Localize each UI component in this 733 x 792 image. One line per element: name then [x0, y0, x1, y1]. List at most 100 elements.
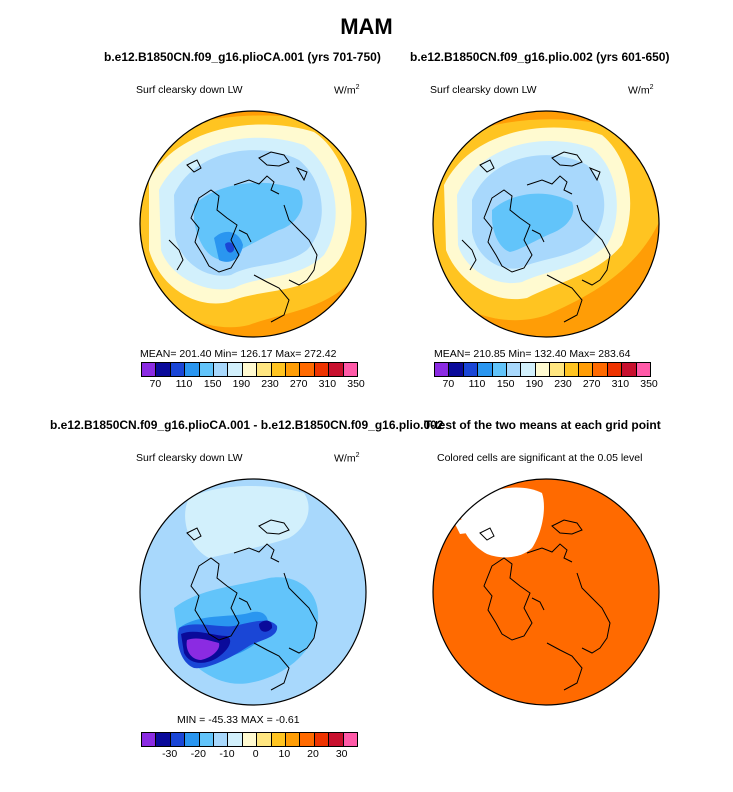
- panel2-stats: MEAN= 210.85 Min= 132.40 Max= 283.64: [434, 348, 631, 360]
- panel2-variable-label: Surf clearsky down LW: [430, 84, 537, 96]
- panel1-darkblue-zone: [225, 242, 235, 253]
- panel1-coastlines: [168, 151, 318, 323]
- panel2-units: W/m2: [628, 84, 654, 97]
- panel2-case-title: b.e12.B1850CN.f09_g16.plio.002 (yrs 601-…: [410, 50, 670, 64]
- colorbar-tick-label: 150: [496, 378, 515, 390]
- figure-title: MAM: [340, 14, 393, 39]
- colorbar-tick-label: 20: [307, 748, 319, 760]
- panel3-purple-zone: [186, 638, 220, 660]
- colorbar-tick-label: 110: [175, 378, 193, 390]
- colorbar-box: [170, 363, 186, 376]
- panel3-coastlines: [186, 519, 318, 691]
- colorbar-tick-label: 230: [261, 378, 279, 390]
- panel1-map-border: [139, 110, 367, 338]
- panel1-units: W/m2: [334, 84, 360, 97]
- colorbar-tick-label: 30: [335, 748, 348, 760]
- colorbar-box: [214, 733, 229, 746]
- colorbar-box: [564, 363, 580, 376]
- colorbar-tick-label: 0: [252, 748, 259, 760]
- panel2-blue-zone: [492, 193, 574, 252]
- colorbar-box: [242, 363, 258, 376]
- panel1-polar-map: [139, 110, 367, 338]
- panel4-coastlines: [479, 519, 611, 691]
- colorbar-tick-label: 230: [554, 378, 572, 390]
- colorbar-box: [170, 733, 186, 746]
- panel3-variable-label: Surf clearsky down LW: [136, 452, 243, 464]
- colorbar-tick-label: 350: [347, 378, 365, 390]
- colorbar-tick-label: -30: [162, 748, 178, 760]
- colorbar-box: [314, 733, 330, 746]
- colorbar-box: [271, 363, 287, 376]
- panel1-colorbar-ticks: 70 110 150 190 230 270 310 350: [141, 378, 364, 392]
- panel4-map-border: [432, 478, 660, 706]
- colorbar-box: [185, 733, 200, 746]
- panel2-coastlines: [461, 151, 611, 323]
- colorbar-box: [314, 363, 330, 376]
- colorbar-box: [300, 363, 315, 376]
- colorbar-tick-label: 150: [203, 378, 222, 390]
- panel3-stats: MIN = -45.33 MAX = -0.61: [177, 714, 300, 726]
- colorbar-box: [199, 363, 215, 376]
- colorbar-tick-label: 70: [442, 378, 455, 390]
- colorbar-box: [228, 733, 243, 746]
- colorbar-box: [286, 363, 301, 376]
- panel2-colorbar-ticks: 70 110 150 190 230 270 310 350: [434, 378, 657, 392]
- colorbar-box: [636, 363, 651, 376]
- colorbar-tick-label: -10: [219, 748, 235, 760]
- colorbar-tick-label: 270: [582, 378, 601, 390]
- panel3-paleblue-zone: [185, 486, 309, 558]
- colorbar-box: [521, 363, 536, 376]
- colorbar-box: [257, 733, 272, 746]
- panel3-polar-map: [139, 478, 367, 706]
- colorbar-box: [343, 363, 358, 376]
- colorbar-box: [535, 363, 551, 376]
- colorbar-box: [242, 733, 258, 746]
- colorbar-box: [478, 363, 493, 376]
- panel1-colorbar: [141, 362, 358, 377]
- panel2-colorbar: [434, 362, 651, 377]
- colorbar-box: [329, 363, 344, 376]
- colorbar-box: [607, 363, 623, 376]
- colorbar-box: [329, 733, 344, 746]
- panel3-units: W/m2: [334, 452, 360, 465]
- colorbar-box: [343, 733, 358, 746]
- colorbar-tick-label: 190: [525, 378, 544, 390]
- panel1-stats: MEAN= 201.40 Min= 126.17 Max= 272.42: [140, 348, 337, 360]
- panel2-polar-map: [432, 110, 660, 338]
- colorbar-box: [156, 733, 171, 746]
- panel3-navy-spot: [259, 620, 273, 632]
- panel3-case-title: b.e12.B1850CN.f09_g16.plioCA.001 - b.e12…: [50, 418, 444, 432]
- panel1-colorbar-boxes: [142, 363, 358, 376]
- colorbar-box: [156, 363, 171, 376]
- colorbar-tick-label: -20: [190, 748, 206, 760]
- panel4-subtitle: Colored cells are significant at the 0.0…: [437, 452, 643, 464]
- colorbar-tick-label: 10: [278, 748, 291, 760]
- colorbar-tick-label: 70: [149, 378, 162, 390]
- colorbar-tick-label: 110: [468, 378, 486, 390]
- colorbar-tick-label: 310: [611, 378, 630, 390]
- colorbar-box: [507, 363, 522, 376]
- colorbar-box: [435, 363, 450, 376]
- panel1-variable-label: Surf clearsky down LW: [136, 84, 243, 96]
- colorbar-box: [579, 363, 594, 376]
- colorbar-tick-label: 310: [318, 378, 337, 390]
- colorbar-box: [271, 733, 287, 746]
- colorbar-box: [463, 363, 479, 376]
- panel4-nonsignificant-zone: [461, 487, 544, 558]
- colorbar-box: [593, 363, 608, 376]
- colorbar-box: [286, 733, 301, 746]
- colorbar-tick-label: 190: [232, 378, 251, 390]
- panel2-map-border: [432, 110, 660, 338]
- colorbar-box: [300, 733, 315, 746]
- panel3-map-border: [139, 478, 367, 706]
- colorbar-box: [622, 363, 637, 376]
- panel3-colorbar-ticks: -30 -20 -10 0 10 20 30: [141, 748, 358, 762]
- panel2-colorbar-boxes: [435, 363, 651, 376]
- colorbar-box: [142, 363, 157, 376]
- colorbar-tick-label: 350: [640, 378, 658, 390]
- colorbar-box: [492, 363, 508, 376]
- colorbar-box: [185, 363, 200, 376]
- colorbar-box: [449, 363, 464, 376]
- panel4-title: T-test of the two means at each grid poi…: [424, 418, 661, 432]
- panel3-colorbar-boxes: [142, 733, 358, 746]
